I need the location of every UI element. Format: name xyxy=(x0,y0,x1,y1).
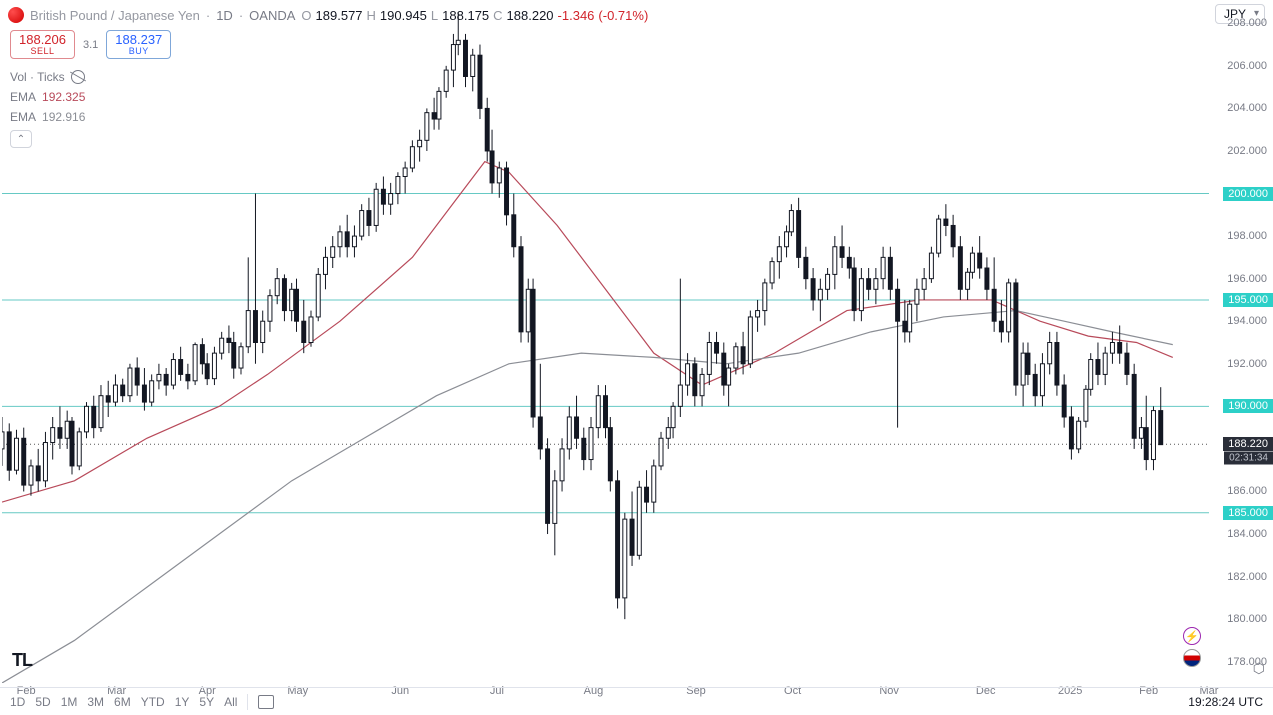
axis-settings-icon[interactable]: ⬡ xyxy=(1253,660,1265,677)
hline-price-label[interactable]: 190.000 xyxy=(1223,399,1273,413)
bar-countdown: 02:31:34 xyxy=(1224,452,1273,465)
price-tick: 206.000 xyxy=(1227,60,1267,72)
timeframe-1d[interactable]: 1D xyxy=(10,695,25,709)
price-tick: 184.000 xyxy=(1227,528,1267,540)
hline-price-label[interactable]: 185.000 xyxy=(1223,506,1273,520)
price-tick: 208.000 xyxy=(1227,17,1267,29)
tradingview-logo: TL xyxy=(12,650,32,671)
price-tick: 192.000 xyxy=(1227,358,1267,370)
hline-price-label[interactable]: 195.000 xyxy=(1223,293,1273,307)
timeframe-1y[interactable]: 1Y xyxy=(175,695,190,709)
price-tick: 194.000 xyxy=(1227,315,1267,327)
timeframe-3m[interactable]: 3M xyxy=(87,695,104,709)
price-tick: 186.000 xyxy=(1227,485,1267,497)
calendar-icon[interactable] xyxy=(258,695,274,709)
current-price-label: 188.220 xyxy=(1223,437,1273,451)
price-tick: 180.000 xyxy=(1227,613,1267,625)
chart-svg xyxy=(2,2,1209,683)
price-tick: 196.000 xyxy=(1227,273,1267,285)
timeframe-5y[interactable]: 5Y xyxy=(199,695,214,709)
separator xyxy=(247,694,248,710)
price-tick: 204.000 xyxy=(1227,102,1267,114)
flag-icon xyxy=(1183,649,1201,667)
timeframe-ytd[interactable]: YTD xyxy=(141,695,165,709)
clock-label: 19:28:24 UTC xyxy=(1188,695,1263,709)
price-tick: 182.000 xyxy=(1227,571,1267,583)
flash-icon[interactable]: ⚡ xyxy=(1183,627,1201,645)
timeframe-1m[interactable]: 1M xyxy=(61,695,78,709)
timeframe-6m[interactable]: 6M xyxy=(114,695,131,709)
price-tick: 202.000 xyxy=(1227,145,1267,157)
chart-pane[interactable] xyxy=(2,2,1209,683)
timeframe-5d[interactable]: 5D xyxy=(35,695,50,709)
footer-toolbar: 1D 5D 1M 3M 6M YTD 1Y 5Y All 19:28:24 UTC xyxy=(0,687,1273,715)
timeframe-all[interactable]: All xyxy=(224,695,237,709)
price-axis[interactable]: 178.000180.000182.000184.000186.000190.0… xyxy=(1211,2,1273,683)
hline-price-label[interactable]: 200.000 xyxy=(1223,187,1273,201)
price-tick: 198.000 xyxy=(1227,230,1267,242)
corner-badges: ⚡ xyxy=(1183,627,1201,667)
